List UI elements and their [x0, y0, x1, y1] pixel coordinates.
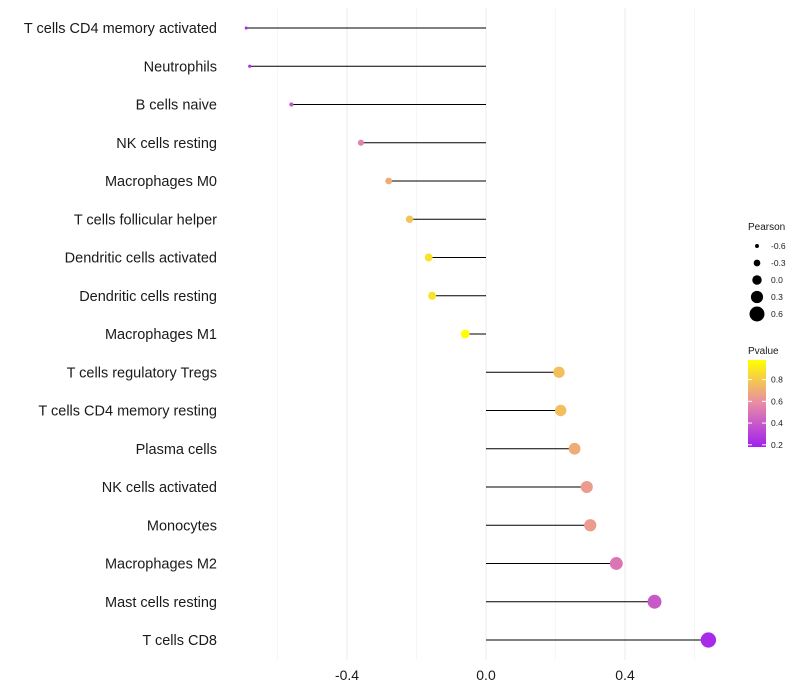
pvalue-legend-label: 0.6 [771, 396, 783, 406]
category-label: T cells regulatory Tregs [67, 365, 217, 381]
pearson-legend-dot [752, 275, 762, 285]
pearson-legend-dot [755, 244, 759, 248]
category-label: NK cells resting [116, 136, 217, 152]
data-point [357, 139, 364, 146]
data-point [555, 404, 567, 417]
x-tick-labels: -0.4 0.0 0.4 [335, 667, 635, 683]
data-point [405, 215, 414, 223]
pearson-legend-label: 0.0 [771, 275, 783, 285]
pvalue-legend-label: 0.8 [771, 375, 783, 385]
data-point [385, 177, 393, 185]
data-point [580, 480, 593, 494]
data-point [609, 557, 623, 570]
pearson-legend: Pearson -0.6 -0.3 0.0 0.3 0.6 [748, 222, 786, 322]
x-tick-label: 0.4 [615, 667, 635, 683]
x-tick-label: 0.0 [476, 667, 496, 683]
data-point [248, 64, 252, 68]
pvalue-legend-label: 0.4 [771, 418, 783, 428]
data-point [700, 632, 717, 648]
data-point [424, 253, 433, 262]
pearson-legend-label: 0.3 [771, 292, 783, 302]
category-label: Plasma cells [136, 442, 217, 458]
category-label: Dendritic cells activated [65, 251, 217, 267]
category-label: T cells CD4 memory activated [24, 21, 217, 37]
category-label: Monocytes [147, 518, 217, 534]
gridlines [277, 8, 695, 660]
category-label: T cells follicular helper [74, 212, 217, 228]
x-tick-label: -0.4 [335, 667, 359, 683]
category-label: Macrophages M1 [105, 327, 217, 343]
category-label: Macrophages M0 [105, 174, 217, 190]
data-point [289, 102, 294, 107]
data-point [647, 594, 662, 609]
category-label: T cells CD8 [142, 633, 217, 649]
pearson-legend-title: Pearson [748, 222, 785, 233]
category-label: NK cells activated [102, 480, 217, 496]
data-point [460, 329, 470, 339]
pearson-legend-label: -0.3 [771, 258, 786, 268]
pvalue-colorbar [748, 360, 766, 447]
pearson-legend-dot [753, 259, 761, 267]
category-label: Neutrophils [144, 59, 217, 75]
data-point [428, 291, 437, 300]
category-label: Mast cells resting [105, 595, 217, 611]
stems [246, 27, 709, 641]
pearson-legend-dot [749, 306, 765, 322]
category-label: B cells naive [136, 98, 217, 114]
data-point [553, 366, 565, 378]
points [244, 26, 717, 648]
category-label: Macrophages M2 [105, 557, 217, 573]
pearson-legend-dot [750, 290, 764, 304]
pvalue-legend-label: 0.2 [771, 440, 783, 450]
category-label: T cells CD4 memory resting [38, 404, 217, 420]
category-label: Dendritic cells resting [79, 289, 217, 305]
pearson-legend-label: 0.6 [771, 309, 783, 319]
pvalue-legend-title: Pvalue [748, 346, 779, 357]
data-point [568, 442, 581, 455]
pvalue-legend: Pvalue 0.8 0.6 0.4 0.2 [748, 346, 783, 450]
category-labels: T cells CD4 memory activated Neutrophils B… [24, 21, 217, 649]
data-point [584, 519, 597, 532]
data-point [244, 26, 248, 30]
pearson-legend-label: -0.6 [771, 241, 786, 251]
